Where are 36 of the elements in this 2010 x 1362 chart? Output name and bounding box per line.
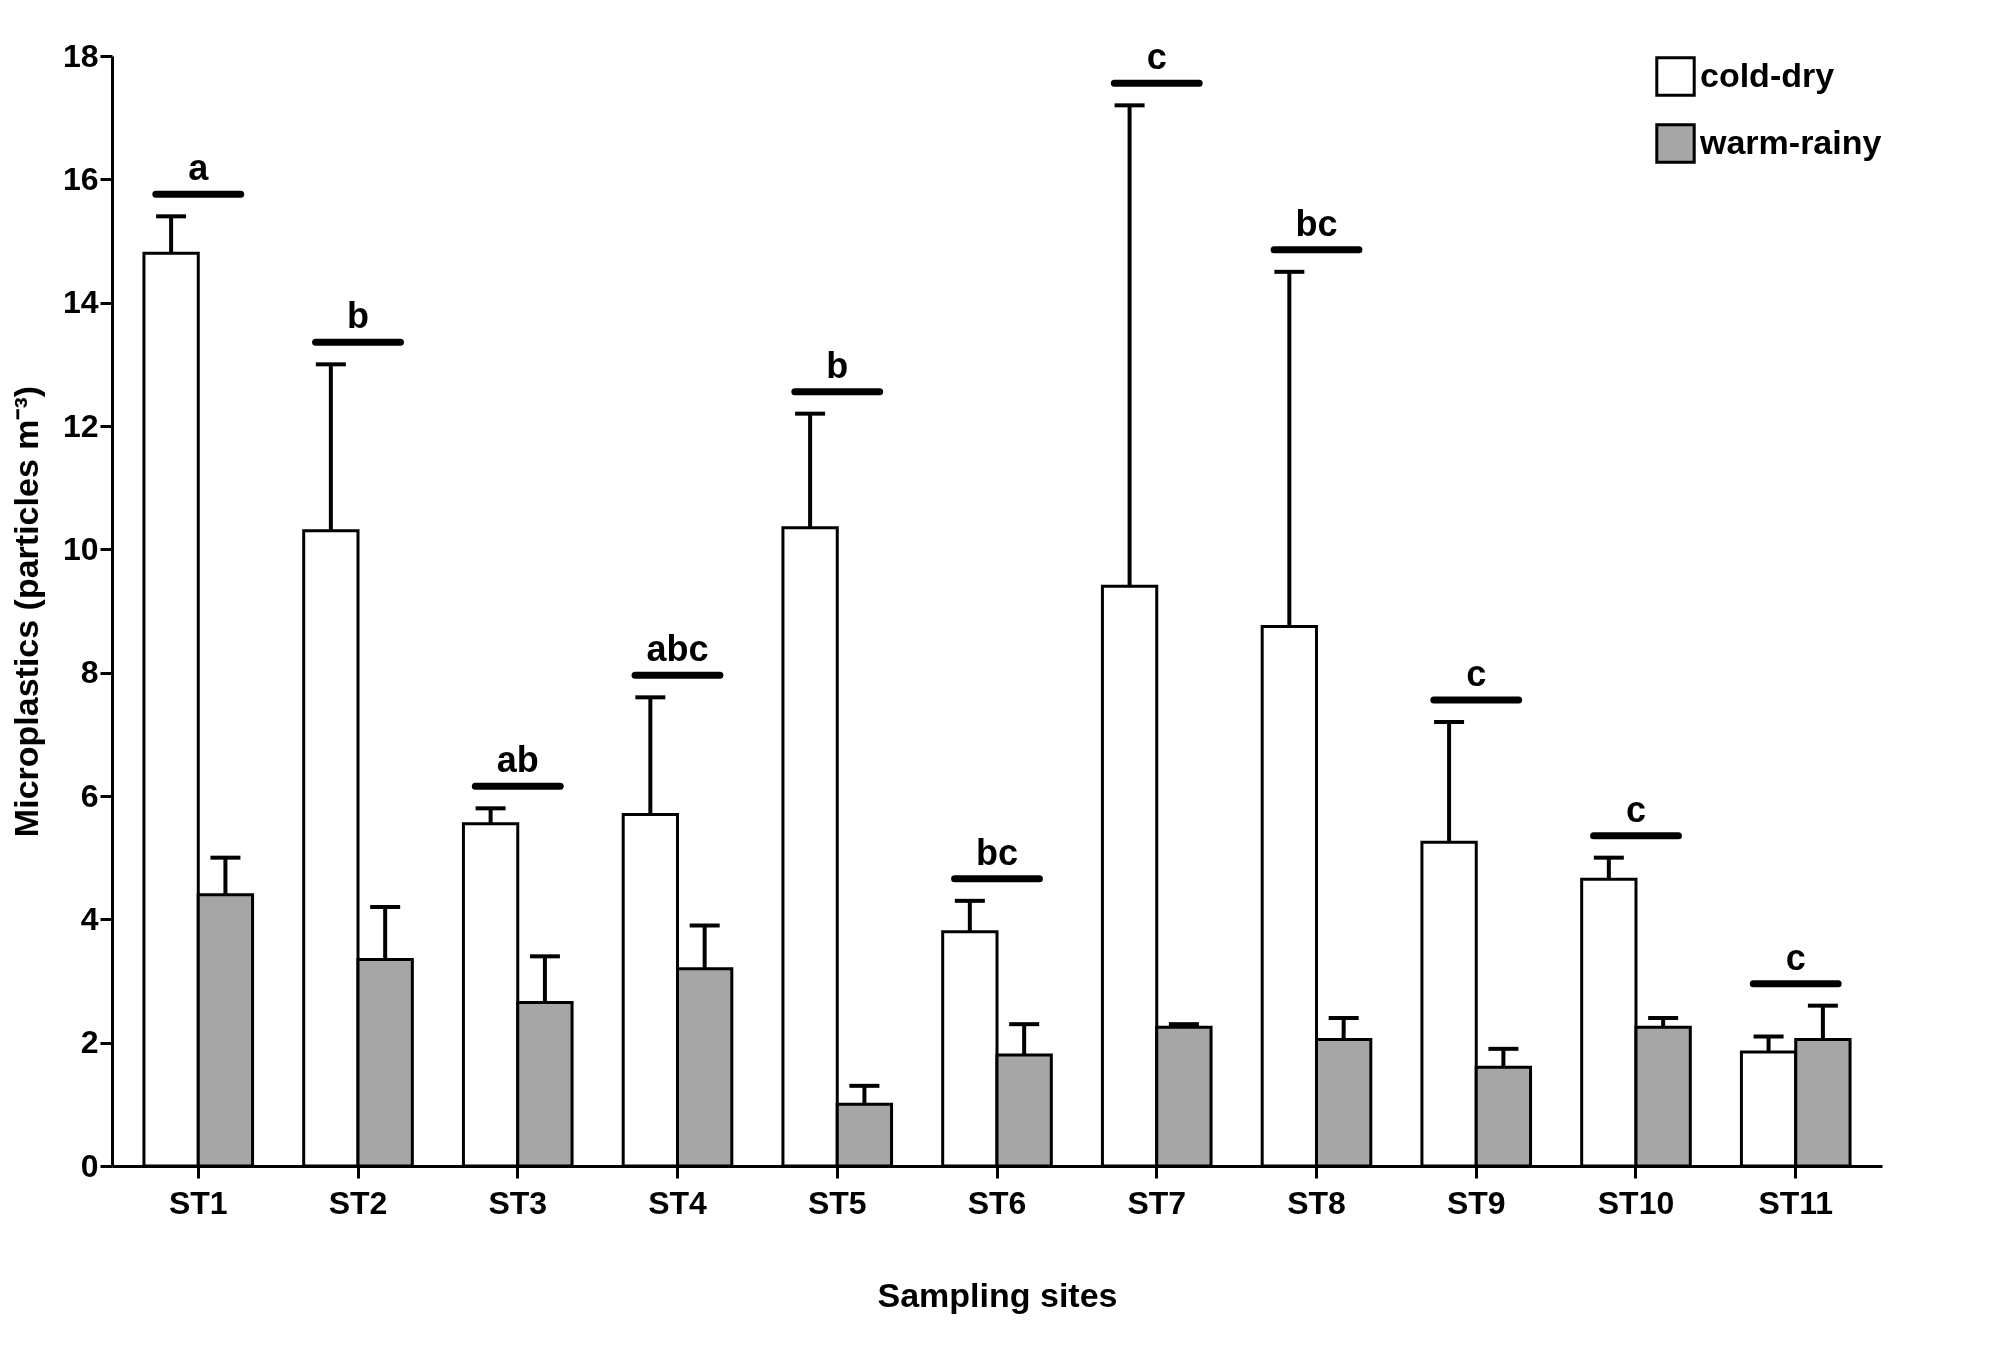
- annotation: c: [1785, 936, 1806, 978]
- x-tick-label: ST2: [328, 1184, 388, 1221]
- annotation: abc: [646, 628, 709, 670]
- x-tick-label: ST5: [807, 1184, 867, 1221]
- y-tick-label: 6: [80, 777, 99, 814]
- x-tick-label: ST6: [967, 1184, 1027, 1221]
- y-tick-label: 4: [80, 900, 99, 937]
- y-tick-label: 10: [62, 530, 99, 567]
- x-tick-label: ST9: [1446, 1184, 1506, 1221]
- annotation: b: [826, 344, 849, 386]
- x-tick-label: ST1: [168, 1184, 228, 1221]
- y-tick-label: 14: [62, 284, 99, 321]
- y-tick-label: 2: [80, 1024, 99, 1061]
- x-tick-label: ST8: [1287, 1184, 1346, 1221]
- x-tick-label: ST11: [1758, 1184, 1834, 1221]
- y-tick-label: 0: [80, 1147, 99, 1184]
- annotation: b: [347, 295, 370, 337]
- annotation: c: [1625, 788, 1646, 830]
- x-axis-title: Sampling sites: [877, 1275, 1118, 1314]
- x-tick-label: ST10: [1597, 1184, 1675, 1221]
- y-tick-label: 8: [80, 654, 99, 691]
- y-axis-title: Microplastics (particles m⁻³): [6, 385, 45, 838]
- annotation: c: [1146, 36, 1167, 78]
- y-tick-label: 18: [62, 37, 99, 74]
- y-tick-label: 12: [62, 407, 99, 444]
- x-tick-label: ST3: [488, 1184, 548, 1221]
- legend-label: cold-dry: [1700, 55, 1835, 94]
- x-tick-label: ST7: [1127, 1184, 1187, 1221]
- legend-label: warm-rainy: [1699, 122, 1882, 161]
- annotation: bc: [1295, 202, 1338, 244]
- annotation: bc: [975, 831, 1019, 873]
- annotation: ab: [496, 739, 539, 781]
- x-tick-label: ST4: [648, 1184, 708, 1221]
- annotation: a: [188, 147, 210, 189]
- annotation: c: [1466, 653, 1487, 694]
- y-tick-label: 16: [62, 160, 99, 197]
